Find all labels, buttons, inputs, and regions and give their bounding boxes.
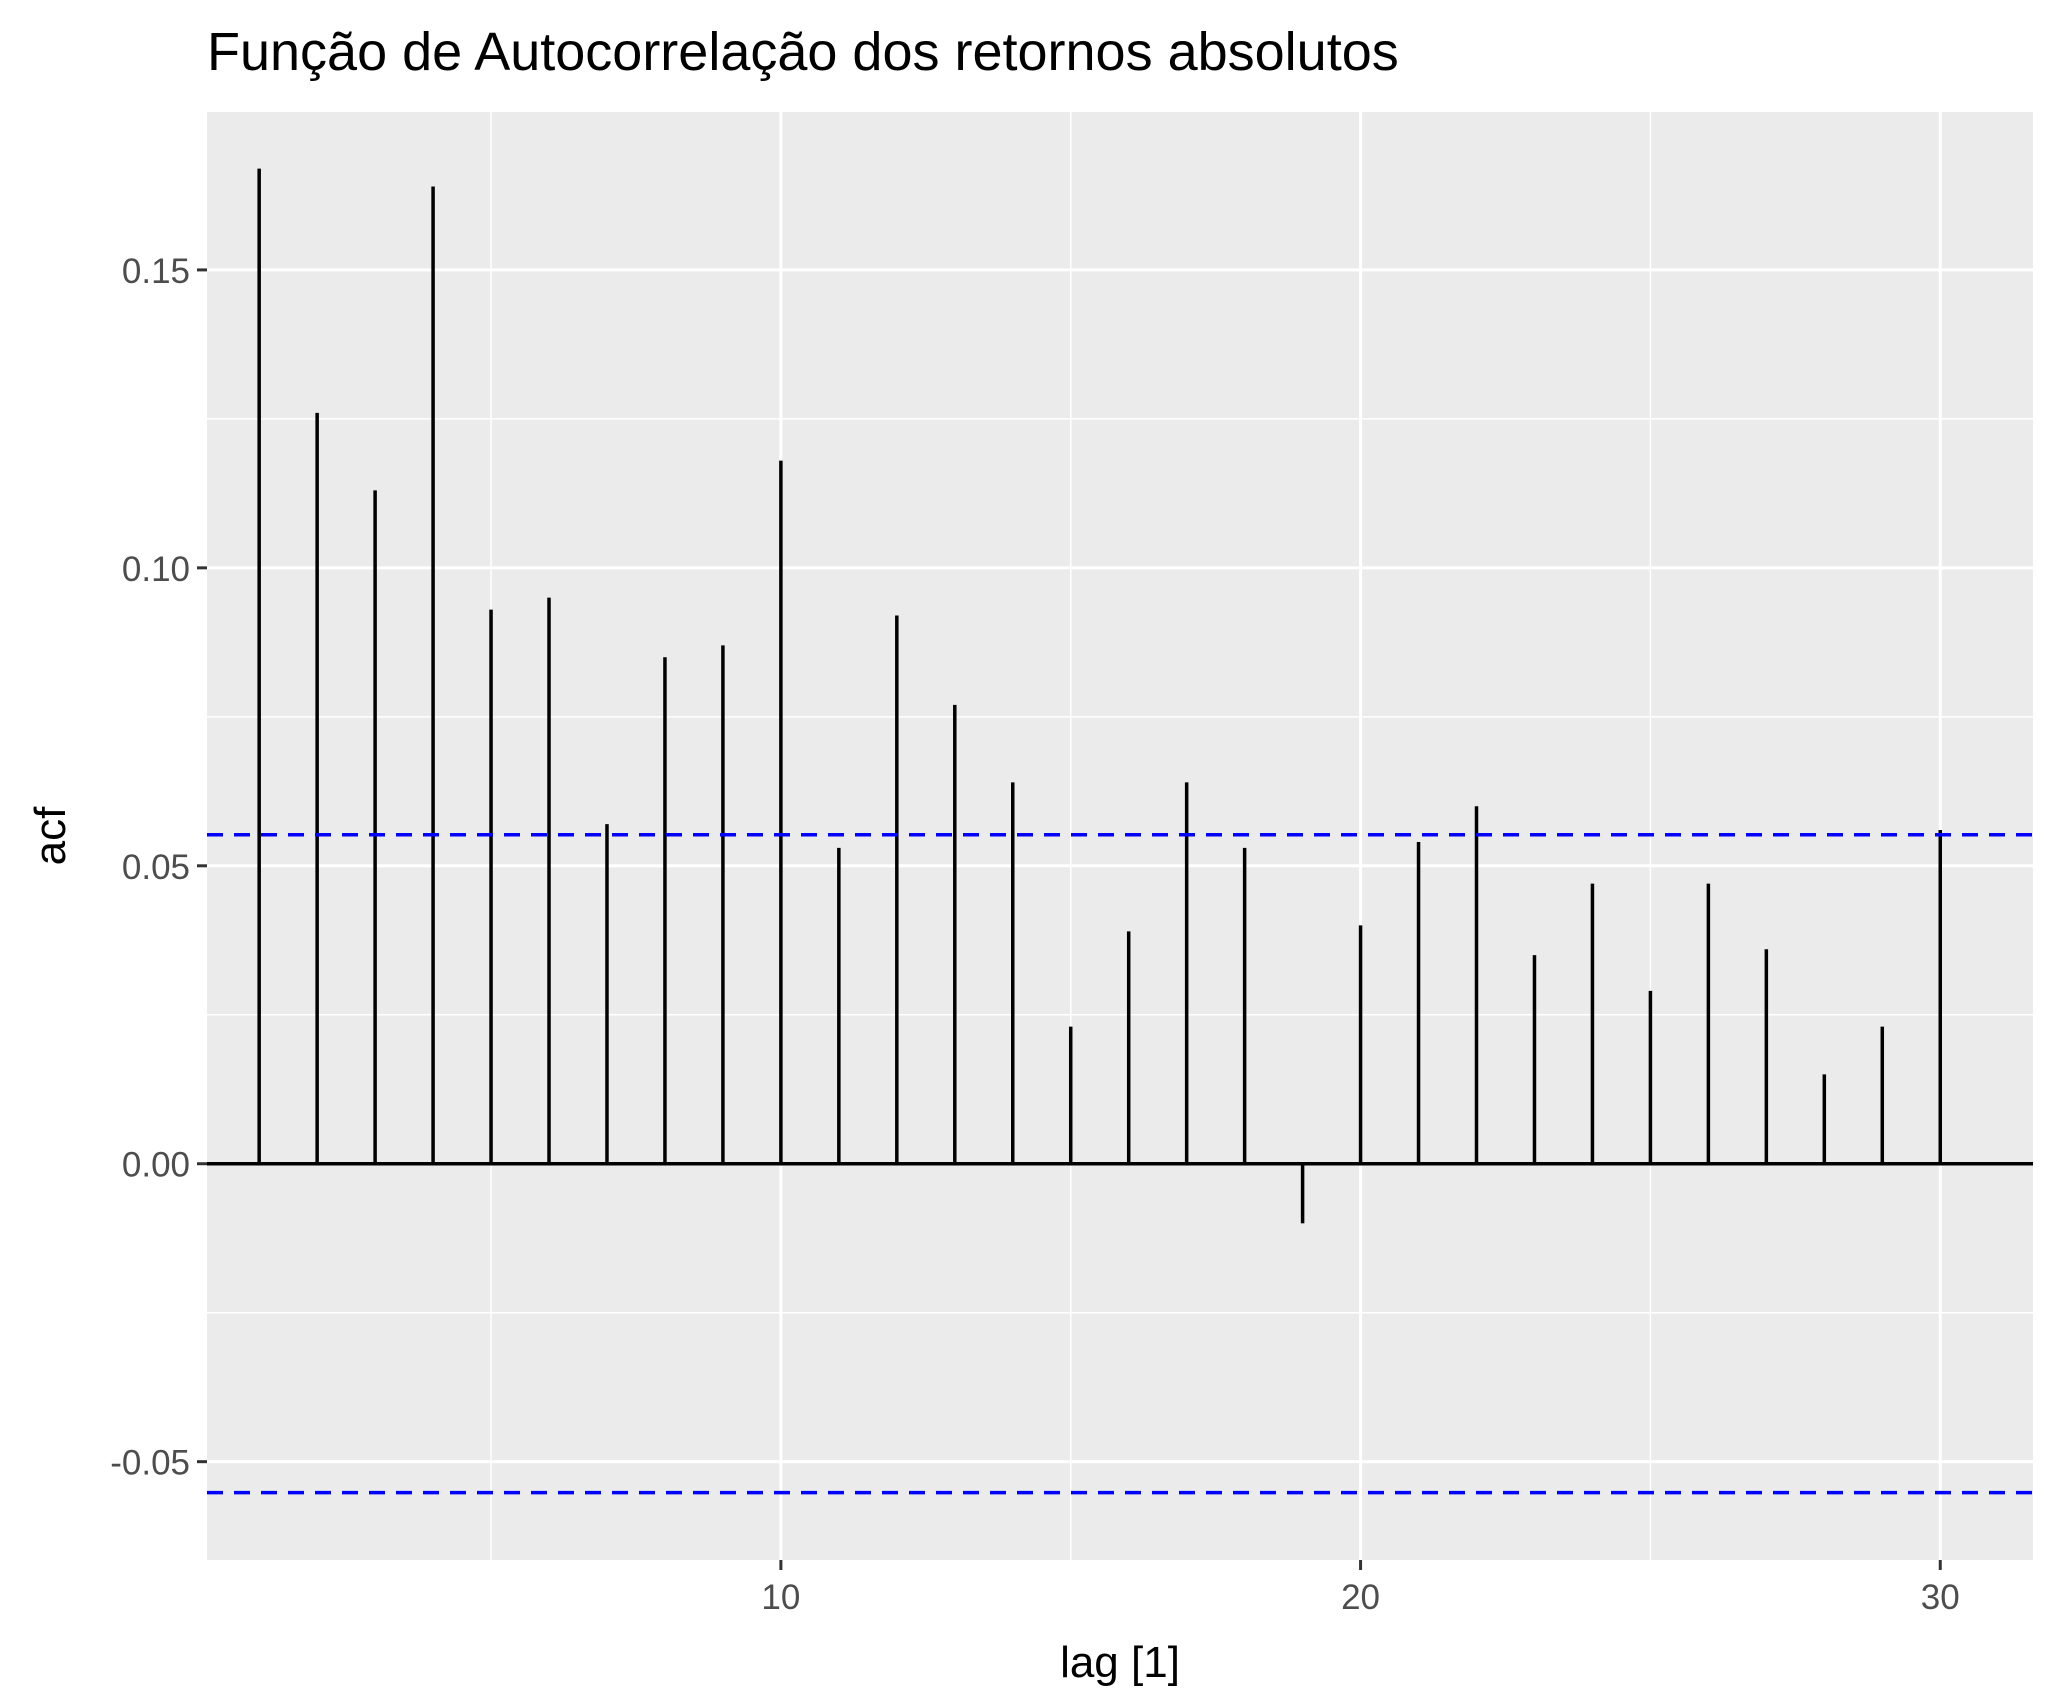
acf-bars	[207, 168, 2033, 1224]
x-tick-label: 20	[1341, 1578, 1380, 1617]
y-tick-label: 0.10	[122, 550, 190, 589]
y-axis: -0.05 0.00 0.05 0.10 0.15	[110, 252, 207, 1483]
x-tick-label: 30	[1921, 1578, 1960, 1617]
y-tick-label: -0.05	[110, 1444, 190, 1483]
confidence-bounds	[207, 833, 2033, 1495]
x-axis-label: lag [1]	[1060, 1638, 1180, 1687]
y-tick-label: 0.00	[122, 1146, 190, 1185]
x-axis: 10 20 30	[761, 1560, 1960, 1617]
x-tick-label: 10	[761, 1578, 800, 1617]
y-tick-label: 0.05	[122, 848, 190, 887]
y-tick-label: 0.15	[122, 252, 190, 291]
y-axis-label: acf	[26, 806, 75, 865]
chart-title: Função de Autocorrelação dos retornos ab…	[207, 22, 1399, 82]
